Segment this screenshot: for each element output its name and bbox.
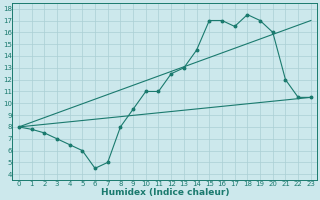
X-axis label: Humidex (Indice chaleur): Humidex (Indice chaleur) bbox=[100, 188, 229, 197]
